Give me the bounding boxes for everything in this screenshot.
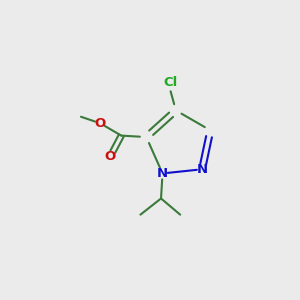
Text: O: O	[104, 150, 116, 163]
Text: O: O	[94, 117, 106, 130]
Text: N: N	[196, 163, 208, 176]
Text: N: N	[157, 167, 168, 180]
Text: Cl: Cl	[164, 76, 178, 89]
